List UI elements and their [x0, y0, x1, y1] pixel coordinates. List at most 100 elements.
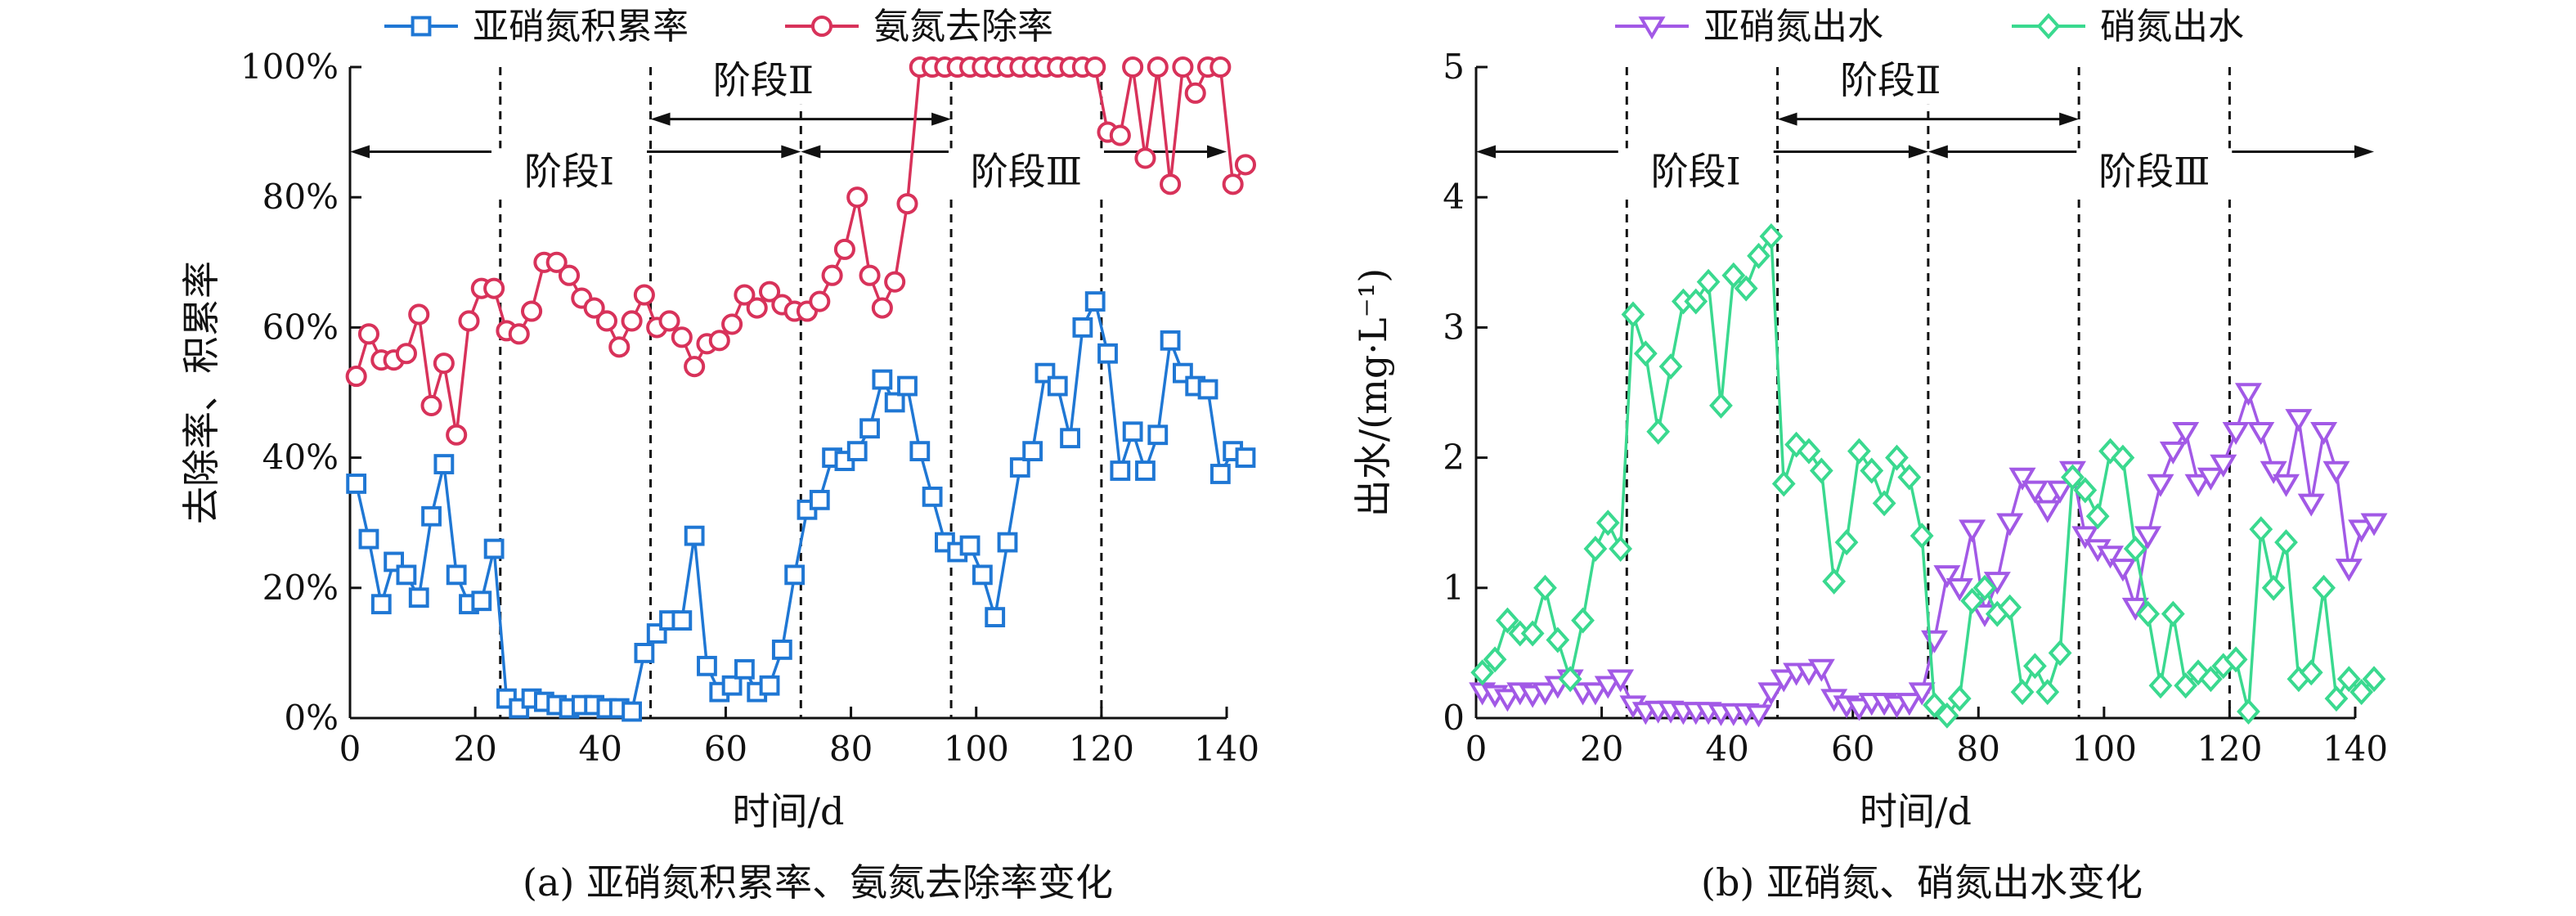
data-point: [1759, 222, 1784, 249]
stage-arrow-head-left: [1476, 145, 1496, 159]
y-tick-label: 1: [1443, 568, 1465, 608]
data-point: [2285, 409, 2313, 433]
data-point: [2134, 526, 2162, 550]
data-point: [2184, 474, 2212, 497]
y-axis-title: 去除率、积累率: [179, 261, 223, 524]
data-point: [2136, 600, 2160, 627]
data-point: [1834, 529, 1859, 556]
data-point: [1084, 291, 1106, 312]
data-point: [2111, 444, 2135, 471]
data-point: [1060, 428, 1080, 449]
stage-arrow-head-left: [350, 145, 370, 159]
stage-label-background: [1618, 148, 1774, 196]
data-point: [2186, 659, 2210, 686]
stage-label: 阶段Ⅲ: [971, 149, 1082, 193]
data-point: [884, 392, 905, 413]
data-point: [746, 297, 768, 319]
data-point: [1160, 173, 1182, 195]
data-point: [2297, 493, 2325, 517]
data-point: [2034, 500, 2062, 523]
y-tick-label: 2: [1443, 438, 1465, 478]
x-tick-label: 120: [2197, 729, 2262, 769]
data-point: [508, 323, 530, 345]
x-tick-label: 20: [1580, 729, 1623, 769]
data-point: [2008, 467, 2036, 491]
data-point: [997, 532, 1018, 553]
data-point: [2071, 526, 2099, 550]
data-point: [1809, 457, 1833, 484]
data-point: [2322, 460, 2350, 484]
data-point: [2336, 666, 2361, 693]
data-point: [1658, 353, 1683, 380]
x-tick-label: 0: [1465, 729, 1488, 769]
data-point: [2048, 640, 2072, 667]
data-point: [408, 587, 429, 608]
data-point: [420, 394, 442, 416]
data-point: [708, 330, 730, 352]
data-point: [697, 655, 717, 676]
data-point: [1998, 594, 2022, 621]
x-tick-label: 80: [829, 729, 873, 769]
data-point: [1607, 669, 1635, 693]
x-tick-label: 140: [1194, 729, 1259, 769]
data-point: [884, 271, 906, 293]
x-tick-label: 60: [1831, 729, 1874, 769]
data-point: [2237, 698, 2260, 725]
legend-label: 亚硝氮积累率: [473, 6, 689, 47]
data-point: [1845, 698, 1873, 721]
data-point: [1496, 607, 1519, 634]
data-point: [1709, 392, 1733, 419]
series-1: [346, 291, 1256, 722]
data-point: [346, 474, 367, 494]
data-point: [634, 643, 655, 663]
legend-label: 硝氮出水: [2100, 6, 2244, 47]
data-point: [1696, 268, 1721, 295]
stage-arrow-head-right: [1207, 145, 1227, 159]
data-point: [1621, 301, 1645, 328]
data-point: [483, 277, 505, 299]
stage-label: 阶段Ⅰ: [524, 149, 614, 193]
stage-label: 阶段Ⅰ: [1651, 149, 1741, 193]
data-point: [2172, 422, 2200, 446]
data-point: [458, 310, 480, 332]
data-point: [1160, 330, 1181, 351]
data-point: [972, 564, 993, 586]
y-axis-title: 出水/(mg·L⁻¹): [1351, 268, 1395, 517]
panel-b-caption: (b) 亚硝氮、硝氮出水变化: [1701, 860, 2143, 905]
data-point: [2260, 460, 2287, 484]
data-point: [897, 375, 918, 397]
data-point: [1609, 536, 1632, 563]
data-point: [357, 323, 380, 345]
data-point: [2121, 597, 2149, 621]
legend-marker: [411, 16, 432, 37]
x-tick-label: 20: [453, 729, 496, 769]
data-point: [370, 594, 392, 615]
data-point: [1896, 693, 1923, 716]
data-point: [1910, 523, 1934, 550]
data-point: [2085, 503, 2110, 530]
data-point: [1646, 418, 1671, 445]
data-point: [846, 186, 868, 209]
data-point: [909, 441, 931, 462]
y-tick-label: 60%: [263, 307, 339, 347]
data-point: [1493, 689, 1521, 712]
data-point: [1684, 288, 1708, 315]
data-point: [2335, 559, 2363, 582]
data-point: [2234, 383, 2262, 406]
data-point: [1734, 275, 1758, 302]
data-point: [1097, 343, 1118, 364]
data-point: [1960, 587, 1984, 614]
legend-marker: [810, 15, 833, 38]
y-tick-label: 0%: [284, 698, 339, 738]
data-point: [1594, 676, 1622, 699]
x-tick-label: 140: [2322, 729, 2388, 769]
data-point: [2210, 454, 2237, 478]
data-point: [2010, 679, 2035, 706]
data-point: [446, 564, 467, 586]
data-point: [1022, 441, 1043, 462]
data-point: [2199, 666, 2223, 693]
data-point: [1047, 375, 1068, 397]
data-point: [358, 528, 379, 550]
data-point: [1533, 574, 1557, 601]
data-point: [1721, 262, 1746, 289]
